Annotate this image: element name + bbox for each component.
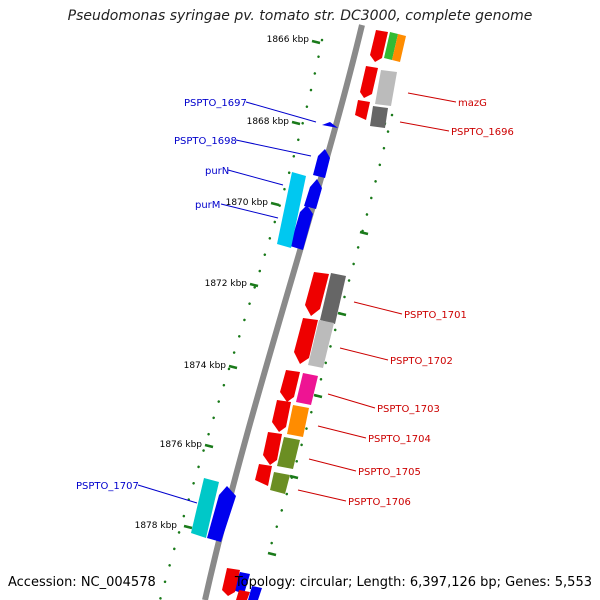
- gene-label-purn[interactable]: purN: [205, 166, 229, 177]
- gene-feature[interactable]: [322, 122, 338, 128]
- gene-label-pspto-1704[interactable]: PSPTO_1704: [368, 434, 431, 445]
- gene-feature[interactable]: [233, 572, 250, 594]
- gene-label-pspto-1702[interactable]: PSPTO_1702: [390, 356, 453, 367]
- tick-mark-1878: [183, 524, 193, 530]
- gene-feature[interactable]: [313, 149, 330, 178]
- leader-line: [227, 169, 284, 186]
- kbp-labels: 1866 kbp 1868 kbp 1870 kbp 1872 kbp 1874…: [135, 35, 310, 531]
- gene-label-pspto-1701[interactable]: PSPTO_1701: [404, 310, 467, 321]
- leader-line: [245, 101, 317, 123]
- leader-line: [297, 489, 347, 502]
- gene-feature[interactable]: [392, 34, 406, 62]
- inner-tick-mark: [289, 474, 299, 480]
- gene-feature[interactable]: [370, 30, 388, 62]
- gene-feature[interactable]: [236, 590, 250, 600]
- leader-line: [353, 301, 403, 315]
- leader-line: [399, 121, 450, 132]
- tick-mark-1866: [311, 39, 321, 45]
- leader-line: [235, 139, 312, 157]
- leader-line: [308, 458, 357, 472]
- gene-feature[interactable]: [222, 568, 240, 596]
- gene-feature[interactable]: [255, 464, 272, 486]
- gene-feature[interactable]: [308, 320, 334, 368]
- gene-feature[interactable]: [248, 586, 262, 600]
- tick-mark-1874: [228, 364, 238, 370]
- leader-line: [339, 347, 389, 361]
- reverse-genes: [222, 30, 406, 600]
- gene-feature[interactable]: [355, 100, 370, 120]
- gene-feature[interactable]: [384, 32, 398, 60]
- tick-mark-1868: [291, 120, 301, 126]
- forward-gene-labels: PSPTO_1697 PSPTO_1698 purN purM PSPTO_17…: [76, 98, 247, 492]
- gene-label-pspto-1707[interactable]: PSPTO_1707: [76, 481, 139, 492]
- gene-label-pspto-1706[interactable]: PSPTO_1706: [348, 497, 411, 508]
- leader-line: [327, 393, 376, 409]
- kbp-label: 1866 kbp: [267, 35, 310, 45]
- tick-mark-1876: [204, 443, 214, 449]
- reverse-leader-lines: [297, 92, 457, 502]
- kbp-label: 1874 kbp: [184, 361, 227, 371]
- inner-tick-mark: [313, 393, 323, 399]
- forward-leader-lines: [137, 101, 317, 504]
- map-title: Pseudomonas syringae pv. tomato str. DC3…: [67, 8, 533, 24]
- kbp-label: 1868 kbp: [247, 117, 290, 127]
- gene-feature[interactable]: [360, 66, 378, 98]
- accession-text: Accession: NC_004578: [8, 575, 156, 590]
- gene-feature[interactable]: [280, 370, 300, 402]
- inner-tick-mark: [359, 230, 369, 236]
- inner-tick-mark: [267, 551, 277, 557]
- reverse-gene-labels: mazG PSPTO_1696 PSPTO_1701 PSPTO_1702 PS…: [348, 98, 514, 508]
- gene-feature[interactable]: [277, 172, 306, 248]
- gene-feature[interactable]: [270, 472, 290, 494]
- gene-label-pspto-1703[interactable]: PSPTO_1703: [377, 404, 440, 415]
- kbp-label: 1870 kbp: [226, 198, 269, 208]
- gene-feature[interactable]: [263, 432, 282, 465]
- gene-feature[interactable]: [207, 486, 236, 542]
- gene-feature[interactable]: [296, 373, 318, 405]
- genome-stats-text: Topology: circular; Length: 6,397,126 bp…: [234, 575, 592, 590]
- gene-feature[interactable]: [294, 318, 318, 364]
- gene-label-mazg[interactable]: mazG: [458, 98, 487, 109]
- inner-tick-mark: [337, 311, 347, 317]
- kbp-label: 1876 kbp: [160, 440, 203, 450]
- leader-line: [220, 203, 279, 219]
- gene-label-purm[interactable]: purM: [195, 200, 220, 211]
- gene-label-pspto-1696[interactable]: PSPTO_1696: [451, 127, 514, 138]
- tick-mark-1872: [249, 282, 259, 288]
- kbp-label: 1878 kbp: [135, 521, 178, 531]
- gene-label-pspto-1705[interactable]: PSPTO_1705: [358, 467, 421, 478]
- kbp-label: 1872 kbp: [205, 279, 248, 289]
- gene-feature[interactable]: [277, 437, 300, 469]
- leader-line: [407, 92, 457, 103]
- gene-feature[interactable]: [191, 478, 219, 538]
- gene-feature[interactable]: [320, 273, 346, 324]
- gene-feature[interactable]: [272, 400, 291, 432]
- forward-genes: [191, 122, 338, 600]
- gene-feature[interactable]: [290, 205, 313, 250]
- gene-label-pspto-1697[interactable]: PSPTO_1697: [184, 98, 247, 109]
- gene-label-pspto-1698[interactable]: PSPTO_1698: [174, 136, 237, 147]
- gene-feature[interactable]: [304, 179, 322, 209]
- gene-feature[interactable]: [287, 405, 309, 437]
- leader-line: [137, 484, 198, 504]
- gene-feature[interactable]: [305, 272, 329, 316]
- leader-line: [317, 425, 367, 439]
- gene-feature[interactable]: [370, 106, 388, 128]
- tick-mark-1870: [270, 201, 280, 207]
- gene-feature[interactable]: [375, 70, 397, 106]
